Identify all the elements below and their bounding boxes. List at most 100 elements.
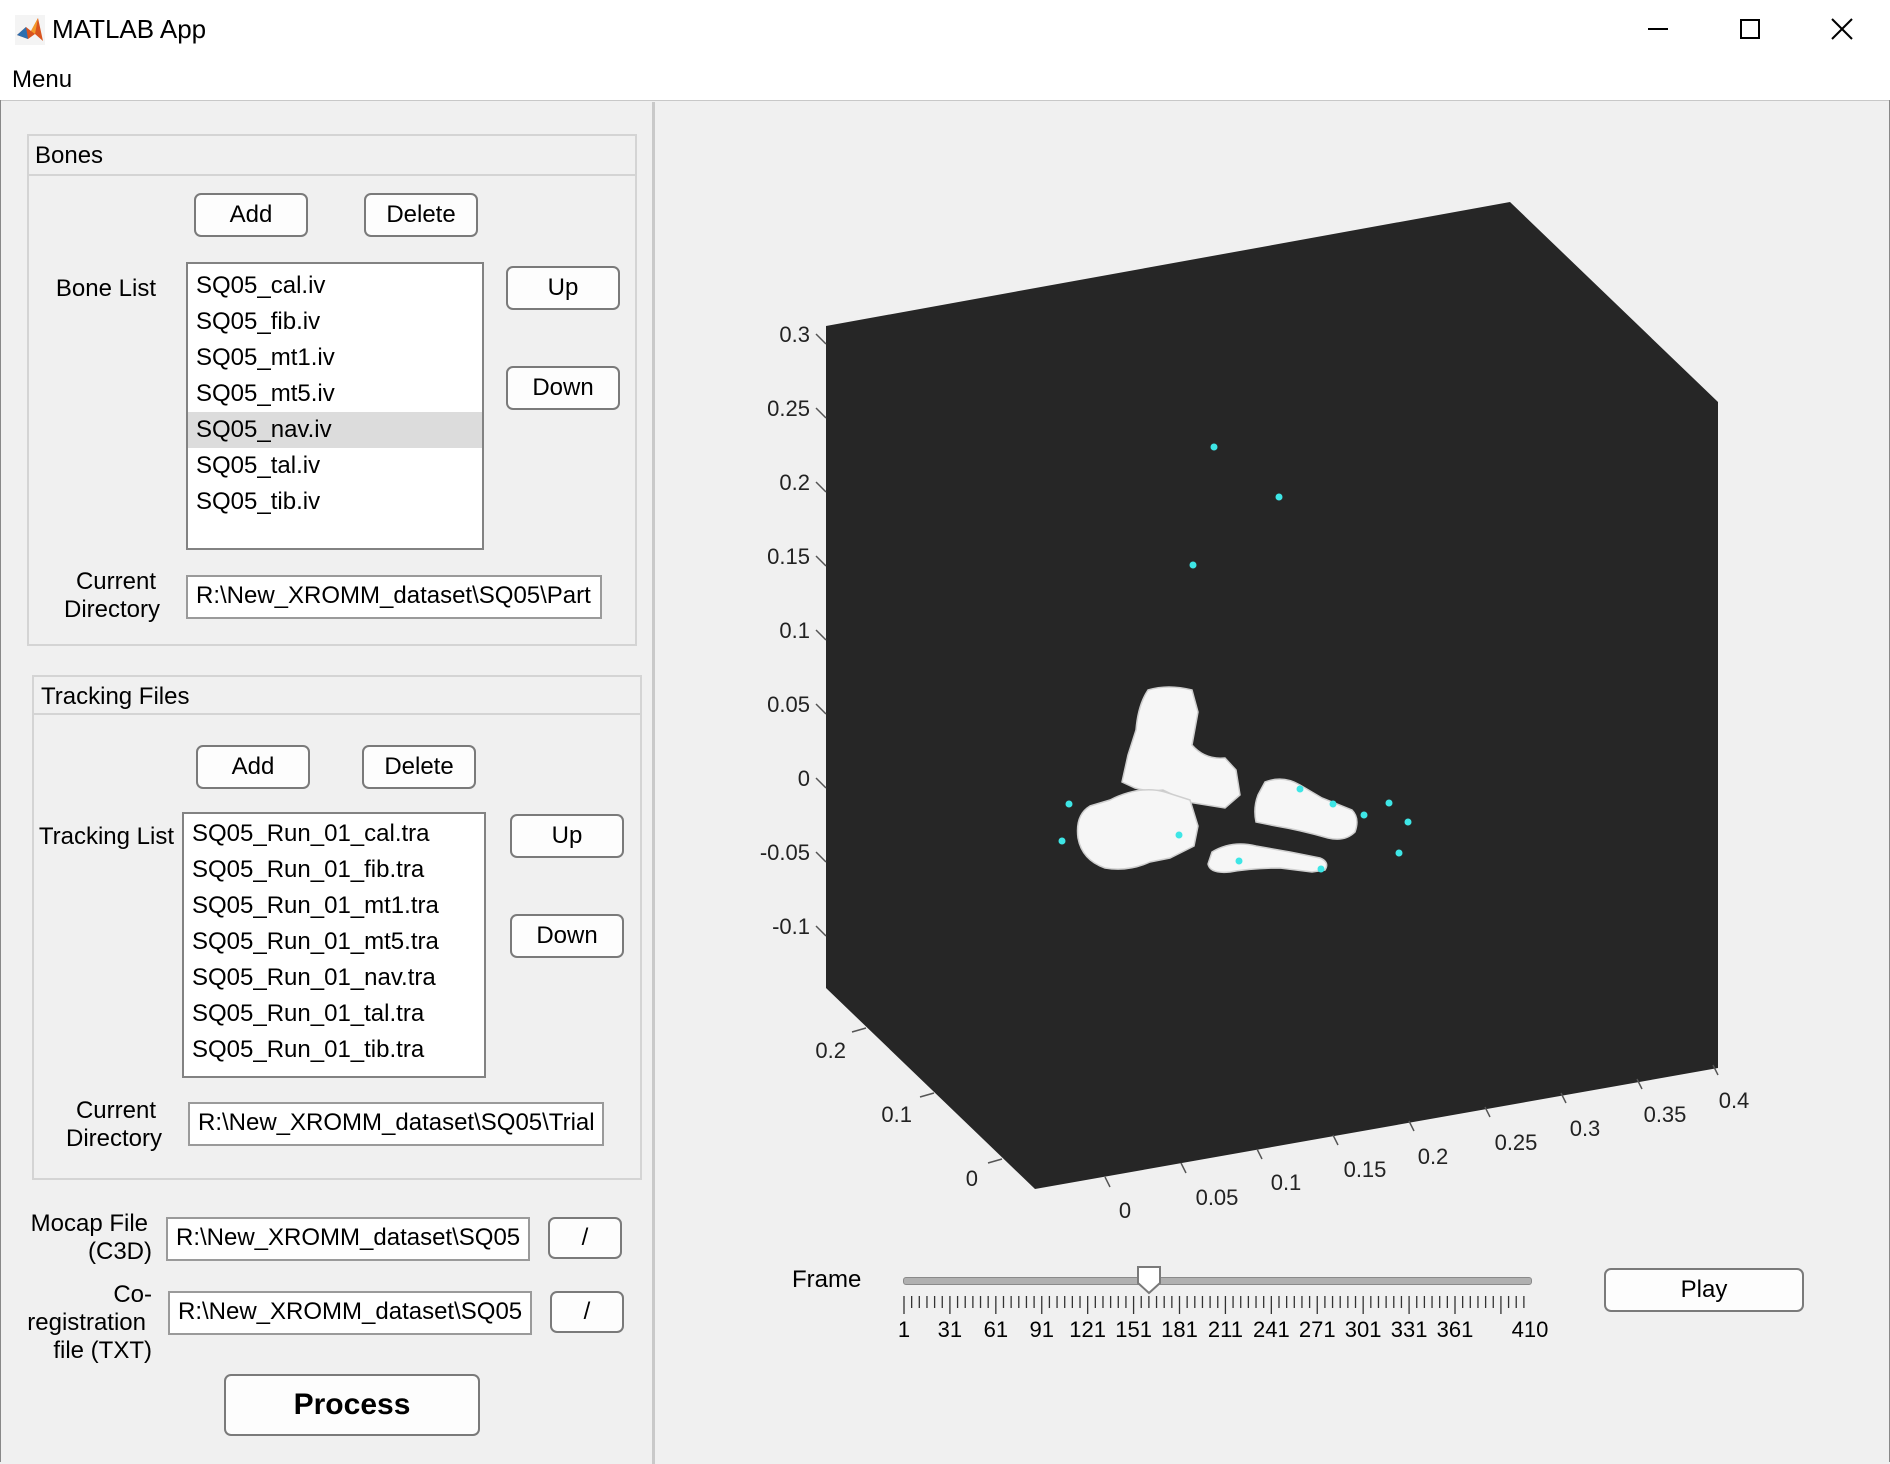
tracking-list-items: SQ05_Run_01_cal.tra SQ05_Run_01_fib.tra … <box>184 816 484 1068</box>
slider-tick-label: 1 <box>897 1317 911 1342</box>
bones-dir-label-1: Current <box>75 568 156 595</box>
marker-points <box>1058 443 1412 873</box>
frame-label: Frame <box>792 1266 862 1293</box>
list-item-selected[interactable]: SQ05_nav.iv <box>188 412 482 448</box>
x-tick-label: 0.1 <box>1271 1170 1302 1195</box>
bone-list-items: SQ05_cal.iv SQ05_fib.iv SQ05_mt1.iv SQ05… <box>188 268 482 520</box>
close-window-button[interactable] <box>1796 0 1888 58</box>
list-item[interactable]: SQ05_Run_01_tib.tra <box>192 1036 425 1063</box>
marker-point <box>1210 443 1218 451</box>
x-tick-label: 0.15 <box>1344 1157 1387 1182</box>
add-tracking-button[interactable]: Add <box>196 745 310 789</box>
mocap-label-1: Mocap File <box>30 1210 148 1237</box>
x-tick-label: 0 <box>1119 1198 1131 1223</box>
tracking-up-button[interactable]: Up <box>510 814 624 858</box>
play-button[interactable]: Play <box>1604 1268 1804 1312</box>
matlab-icon <box>15 15 45 45</box>
bones-panel-title: Bones <box>35 142 104 169</box>
x-tick-label: 0.3 <box>1570 1116 1601 1141</box>
minimize-icon <box>1648 28 1668 30</box>
minimize-button[interactable] <box>1612 0 1704 58</box>
maximize-icon <box>1740 19 1760 39</box>
frame-slider-ticks <box>903 1296 1525 1314</box>
z-tick-label: 0.05 <box>767 692 810 717</box>
add-bone-button[interactable]: Add <box>194 193 308 237</box>
z-tick-label: 0.25 <box>767 396 810 421</box>
slider-tick-label: 271 <box>1298 1317 1336 1342</box>
plot-axes-box <box>826 202 1718 1189</box>
maximize-button[interactable] <box>1704 0 1796 58</box>
list-item[interactable]: SQ05_tib.iv <box>196 488 321 515</box>
bones-directory-field[interactable]: R:\New_XROMM_dataset\SQ05\Part <box>186 575 602 619</box>
y-tick-label: 0.2 <box>815 1038 846 1063</box>
marker-point <box>1395 849 1403 857</box>
list-item[interactable]: SQ05_tal.iv <box>196 452 321 479</box>
list-item[interactable]: SQ05_mt5.iv <box>196 380 335 407</box>
slider-tick-label: 31 <box>937 1317 963 1342</box>
list-item[interactable]: SQ05_Run_01_tal.tra <box>192 1000 425 1027</box>
calcaneus-bone <box>1076 789 1199 870</box>
marker-point <box>1296 785 1304 793</box>
z-tick-label: -0.1 <box>772 914 810 939</box>
z-tick-label: 0.3 <box>779 322 810 347</box>
process-button[interactable]: Process <box>224 1374 480 1436</box>
slider-tick-label: 181 <box>1161 1317 1198 1342</box>
bone-list-label: Bone List <box>55 275 156 302</box>
mocap-browse-button[interactable]: / <box>548 1217 622 1259</box>
mocap-label-2: (C3D) <box>88 1238 152 1265</box>
bone-down-button[interactable]: Down <box>506 366 620 410</box>
bone-listbox[interactable]: SQ05_cal.iv SQ05_fib.iv SQ05_mt1.iv SQ05… <box>186 262 484 550</box>
tracking-dir-label-1: Current <box>75 1097 156 1124</box>
z-tick-label: 0.1 <box>779 618 810 643</box>
tracking-directory-field[interactable]: R:\New_XROMM_dataset\SQ05\Trial <box>188 1102 604 1146</box>
x-axis-ticks <box>1104 1064 1719 1188</box>
y-tick-label: 0.1 <box>881 1102 912 1127</box>
mocap-file-field[interactable]: R:\New_XROMM_dataset\SQ05 <box>166 1217 530 1261</box>
list-item[interactable]: SQ05_Run_01_nav.tra <box>192 964 436 991</box>
coreg-browse-button[interactable]: / <box>550 1291 624 1333</box>
frame-slider-thumb[interactable] <box>1136 1265 1162 1295</box>
list-item[interactable]: SQ05_mt1.iv <box>196 344 335 371</box>
frame-slider-labels: 1 31 61 91 121 151 181 211 241 271 301 331 361 410 <box>880 1317 1560 1347</box>
coreg-file-field[interactable]: R:\New_XROMM_dataset\SQ05 <box>168 1291 532 1335</box>
close-icon <box>1831 18 1853 40</box>
z-tick-label: -0.05 <box>760 840 810 865</box>
tracking-panel-divider <box>34 713 640 715</box>
panel-divider[interactable] <box>652 102 655 1464</box>
slider-tick-label: 91 <box>1029 1317 1054 1342</box>
bones-dir-label-2: Directory <box>63 596 160 623</box>
list-item[interactable]: SQ05_cal.iv <box>196 272 326 299</box>
delete-bone-button[interactable]: Delete <box>364 193 478 237</box>
y-axis-labels: 0.2 0.1 0 <box>815 1038 978 1191</box>
marker-point <box>1404 818 1412 826</box>
tracking-panel-title: Tracking Files <box>41 683 190 710</box>
bone-3d-plot[interactable]: 0.3 0.25 0.2 0.15 0.1 0.05 0 -0.05 -0.1 … <box>655 102 1885 1342</box>
bones-panel: Bones <box>27 134 637 646</box>
menu-item-menu[interactable]: Menu <box>12 66 73 93</box>
delete-tracking-button[interactable]: Delete <box>362 745 476 789</box>
coreg-label-3: file (TXT) <box>53 1337 152 1364</box>
frame-slider-track[interactable] <box>903 1277 1532 1285</box>
marker-point <box>1175 831 1183 839</box>
list-item[interactable]: SQ05_Run_01_mt5.tra <box>192 928 439 955</box>
tracking-panel: Tracking Files <box>32 675 642 1180</box>
marker-point <box>1329 800 1337 808</box>
tracking-listbox[interactable]: SQ05_Run_01_cal.tra SQ05_Run_01_fib.tra … <box>182 812 486 1078</box>
slider-tick-label: 151 <box>1115 1317 1152 1342</box>
window-title: MATLAB App <box>52 14 207 44</box>
tracking-dir-label-2: Directory <box>65 1125 162 1152</box>
list-item[interactable]: SQ05_Run_01_fib.tra <box>192 856 425 883</box>
tibia-fibula-bone <box>1121 686 1241 809</box>
z-axis-labels: 0.3 0.25 0.2 0.15 0.1 0.05 0 -0.05 -0.1 <box>760 322 810 939</box>
tracking-down-button[interactable]: Down <box>510 914 624 958</box>
bones-panel-divider <box>29 174 635 176</box>
bone-up-button[interactable]: Up <box>506 266 620 310</box>
x-tick-label: 0.2 <box>1418 1144 1449 1169</box>
list-item[interactable]: SQ05_Run_01_cal.tra <box>192 820 430 847</box>
marker-point <box>1275 493 1283 501</box>
y-axis-ticks <box>851 1027 1003 1164</box>
navicular-bone <box>1254 778 1358 840</box>
list-item[interactable]: SQ05_Run_01_mt1.tra <box>192 892 439 919</box>
list-item[interactable]: SQ05_fib.iv <box>196 308 321 335</box>
slider-tick-label: 331 <box>1390 1317 1428 1342</box>
